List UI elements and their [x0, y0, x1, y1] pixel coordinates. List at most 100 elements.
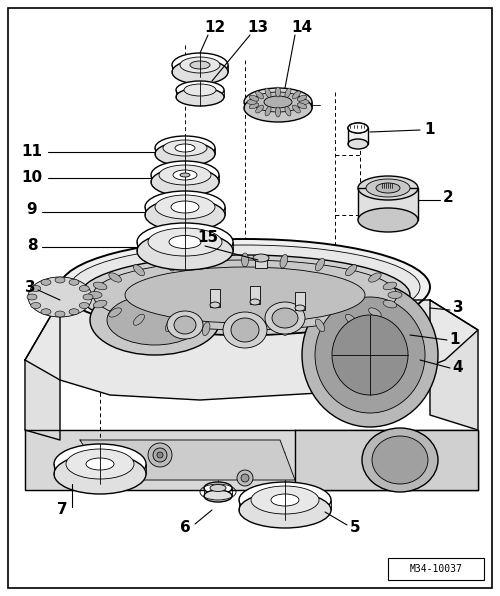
Ellipse shape [348, 139, 368, 149]
Ellipse shape [271, 494, 299, 506]
Text: 12: 12 [204, 20, 226, 36]
Text: 1: 1 [450, 333, 460, 347]
Ellipse shape [83, 294, 93, 300]
Ellipse shape [93, 260, 397, 330]
Text: 3: 3 [452, 300, 464, 315]
Bar [348, 128, 368, 144]
Ellipse shape [366, 179, 410, 197]
Polygon shape [80, 440, 295, 480]
Ellipse shape [239, 482, 331, 518]
Ellipse shape [316, 319, 324, 331]
Ellipse shape [383, 300, 396, 308]
Ellipse shape [265, 302, 305, 334]
Ellipse shape [134, 314, 144, 325]
Text: 10: 10 [22, 170, 42, 185]
Ellipse shape [223, 312, 267, 348]
Ellipse shape [90, 285, 220, 355]
Ellipse shape [79, 303, 89, 309]
Ellipse shape [280, 322, 287, 336]
Text: 9: 9 [26, 203, 38, 218]
Ellipse shape [302, 283, 438, 427]
Ellipse shape [88, 291, 102, 299]
Ellipse shape [145, 199, 225, 231]
Text: 11: 11 [22, 144, 42, 160]
Ellipse shape [362, 428, 438, 492]
Ellipse shape [202, 254, 210, 268]
Ellipse shape [155, 136, 215, 160]
Ellipse shape [285, 107, 291, 116]
Ellipse shape [210, 302, 220, 308]
Ellipse shape [174, 316, 196, 334]
Polygon shape [295, 430, 478, 490]
Ellipse shape [292, 105, 300, 113]
Ellipse shape [134, 265, 144, 276]
Ellipse shape [31, 285, 41, 291]
Ellipse shape [299, 100, 309, 104]
Ellipse shape [348, 123, 368, 133]
Ellipse shape [231, 318, 259, 342]
Ellipse shape [176, 88, 224, 106]
Ellipse shape [55, 277, 65, 283]
Ellipse shape [176, 81, 224, 99]
Polygon shape [358, 188, 418, 220]
Ellipse shape [79, 285, 89, 291]
Ellipse shape [28, 277, 92, 317]
Polygon shape [25, 300, 60, 440]
Text: 7: 7 [56, 502, 68, 517]
Ellipse shape [175, 144, 195, 152]
Circle shape [157, 452, 163, 458]
Ellipse shape [265, 88, 271, 98]
Ellipse shape [151, 161, 219, 189]
Ellipse shape [368, 308, 381, 317]
Ellipse shape [315, 297, 425, 413]
Ellipse shape [137, 232, 233, 270]
Ellipse shape [41, 309, 51, 315]
Ellipse shape [256, 91, 264, 99]
Text: 5: 5 [350, 520, 360, 535]
Ellipse shape [41, 280, 51, 285]
Ellipse shape [242, 323, 248, 337]
Text: 2: 2 [442, 191, 454, 206]
Ellipse shape [109, 308, 122, 317]
Circle shape [148, 443, 172, 467]
Ellipse shape [250, 95, 258, 101]
Ellipse shape [166, 319, 174, 331]
Ellipse shape [250, 103, 258, 109]
Ellipse shape [295, 305, 305, 311]
Bar [295, 292, 305, 310]
Text: 8: 8 [26, 238, 38, 253]
Ellipse shape [80, 255, 410, 335]
Ellipse shape [388, 291, 402, 299]
Polygon shape [25, 300, 478, 400]
Ellipse shape [55, 311, 65, 317]
Ellipse shape [253, 254, 269, 262]
Ellipse shape [54, 454, 146, 494]
Bar [250, 286, 260, 304]
Ellipse shape [31, 303, 41, 309]
Polygon shape [25, 430, 478, 490]
Ellipse shape [172, 60, 228, 84]
Bar [388, 558, 484, 580]
Ellipse shape [358, 208, 418, 232]
Ellipse shape [184, 84, 216, 96]
Ellipse shape [171, 201, 199, 213]
Ellipse shape [292, 91, 300, 99]
Text: 15: 15 [198, 231, 218, 246]
Ellipse shape [252, 92, 304, 112]
Ellipse shape [69, 280, 79, 285]
Ellipse shape [316, 259, 324, 271]
Circle shape [237, 470, 253, 486]
Ellipse shape [285, 88, 291, 98]
Text: 1: 1 [425, 123, 435, 138]
Bar [255, 258, 267, 268]
Ellipse shape [172, 53, 228, 77]
Ellipse shape [60, 239, 430, 335]
Polygon shape [430, 300, 478, 430]
Ellipse shape [244, 94, 312, 122]
Ellipse shape [173, 170, 197, 180]
Text: 13: 13 [248, 20, 268, 36]
Ellipse shape [167, 311, 203, 339]
Text: 14: 14 [292, 20, 312, 36]
Ellipse shape [204, 490, 232, 502]
Ellipse shape [145, 191, 225, 223]
